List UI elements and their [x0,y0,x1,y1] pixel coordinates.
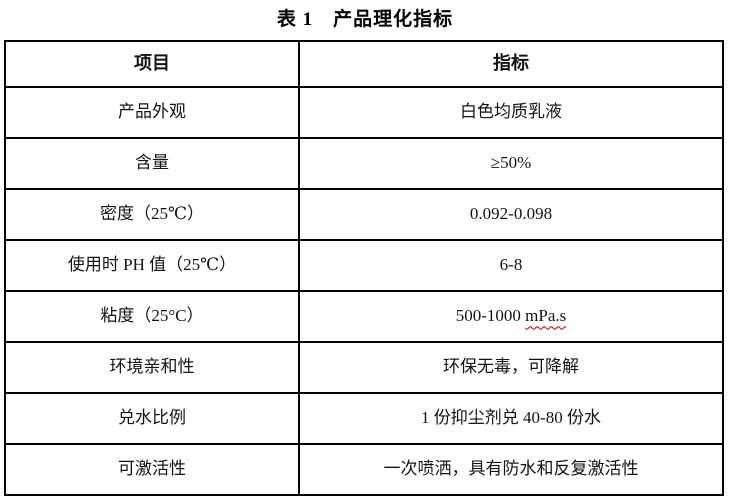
value-cell: 500-1000 mPa.s [298,290,724,343]
value-cell: 一次喷洒，具有防水和反复激活性 [298,443,724,496]
value-cell: 环保无毒，可降解 [298,341,724,394]
value-cell: 白色均质乳液 [298,86,724,139]
item-cell: 产品外观 [4,86,300,139]
item-cell: 密度（25℃） [4,188,300,241]
table-row: 产品外观 白色均质乳液 [4,86,724,139]
table-row: 使用时 PH 值（25℃） 6-8 [4,239,724,292]
item-cell: 使用时 PH 值（25℃） [4,239,300,292]
table-row: 环境亲和性 环保无毒，可降解 [4,341,724,394]
column-header-indicator: 指标 [298,40,724,88]
column-header-item: 项目 [4,40,300,88]
spec-table: 项目 指标 产品外观 白色均质乳液 含量 ≥50% 密度（25℃） 0.092-0.098… [4,40,724,496]
spellcheck-underline: mPa.s [525,306,567,326]
value-cell: 6-8 [298,239,724,292]
table-row: 粘度（25°C） 500-1000 mPa.s [4,290,724,343]
table-row: 密度（25℃） 0.092-0.098 [4,188,724,241]
item-cell: 可激活性 [4,443,300,496]
table-row: 可激活性 一次喷洒，具有防水和反复激活性 [4,443,724,496]
table-title: 表 1 产品理化指标 [276,9,454,30]
item-cell: 粘度（25°C） [4,290,300,343]
table-row: 兑水比例 1 份抑尘剂兑 40-80 份水 [4,392,724,445]
value-cell: 1 份抑尘剂兑 40-80 份水 [298,392,724,445]
value-cell: ≥50% [298,137,724,190]
value-cell: 0.092-0.098 [298,188,724,241]
table-row: 含量 ≥50% [4,137,724,190]
item-cell: 兑水比例 [4,392,300,445]
item-cell: 含量 [4,137,300,190]
header-row: 项目 指标 [4,40,724,88]
item-cell: 环境亲和性 [4,341,300,394]
